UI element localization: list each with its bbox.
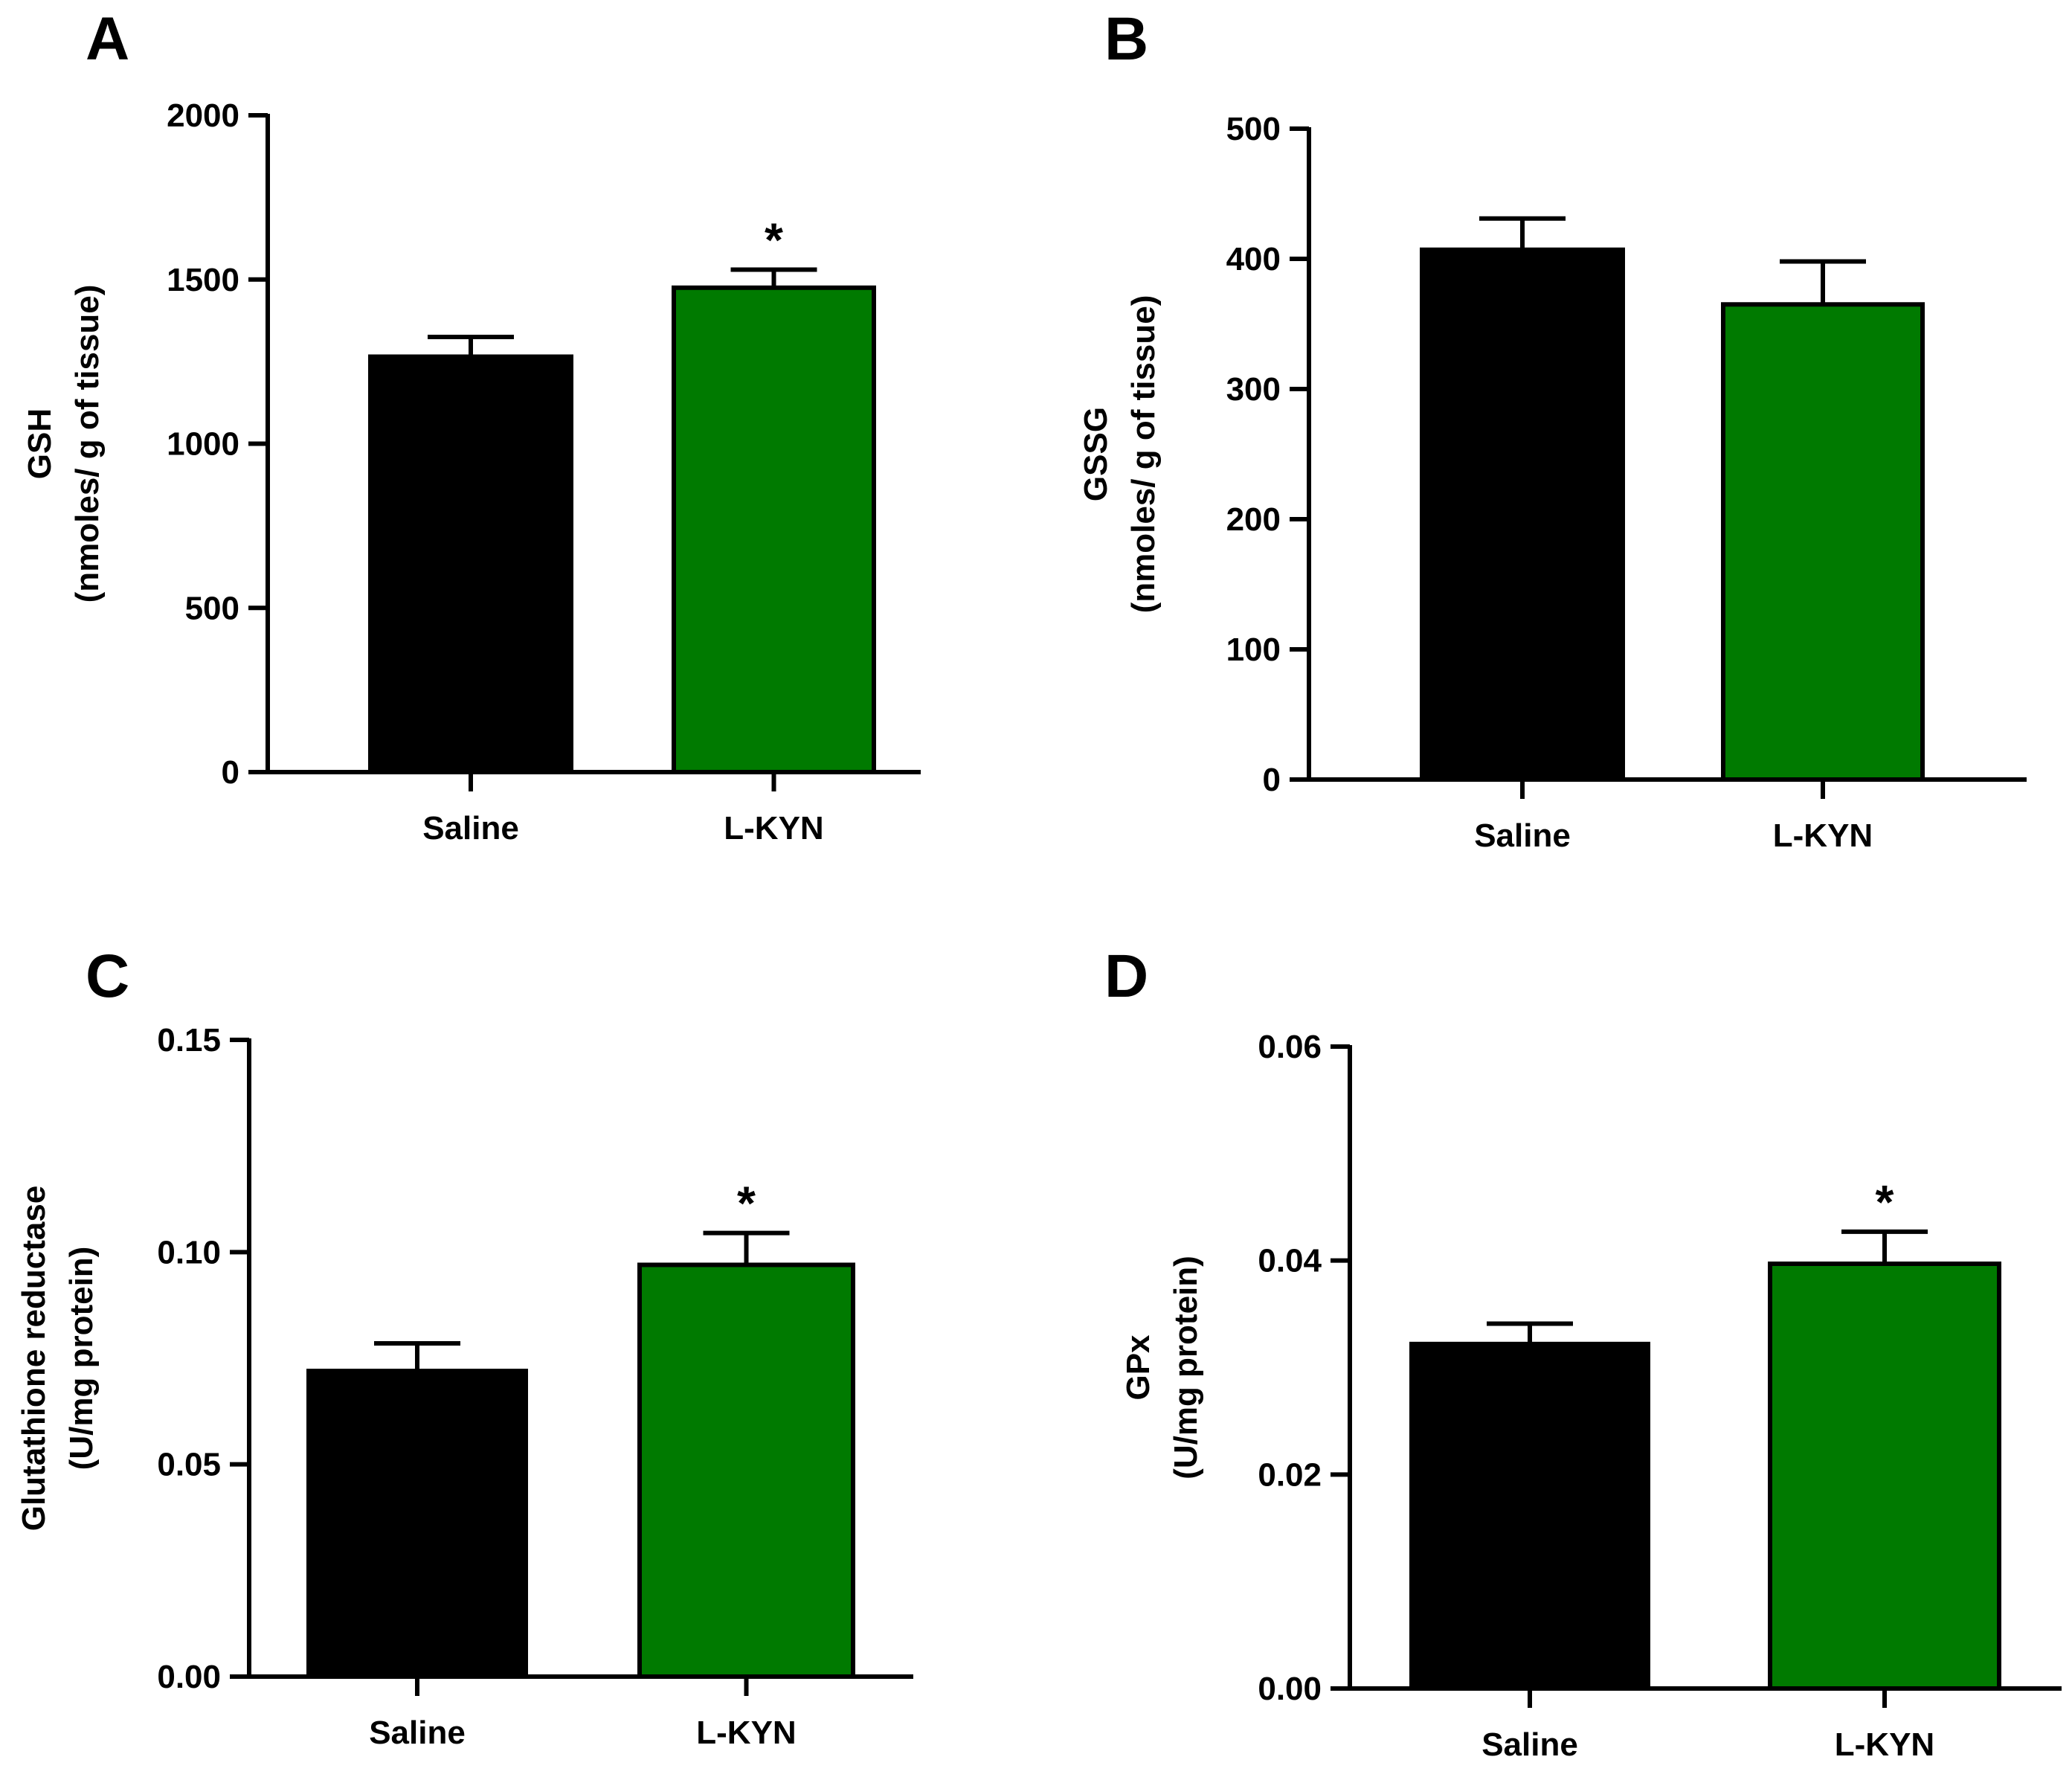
panel-b-category-label-saline: Saline	[1474, 817, 1571, 854]
panel-d-ylabel-line1: GPx	[1120, 1334, 1156, 1401]
panel-c-ytick-label: 0.00	[157, 1659, 221, 1695]
panel-a-ytick-label: 500	[185, 590, 239, 626]
panel-c-category-label-saline: Saline	[369, 1715, 466, 1751]
panel-d-label: D	[1104, 942, 1148, 1010]
panel-b-ylabel-line2: (nmoles/ g of tissue)	[1125, 295, 1162, 614]
panel-b-ytick-label: 400	[1226, 241, 1281, 277]
panel-d-significance-marker: *	[1876, 1175, 1894, 1229]
panel-b-ytick-label: 0	[1263, 762, 1281, 798]
panel-c-ytick-label: 0.10	[157, 1234, 221, 1270]
panel-b-label: B	[1104, 5, 1148, 73]
panel-c-significance-marker: *	[737, 1177, 756, 1230]
panel-c-ylabel-line2: (U/mg protein)	[63, 1247, 100, 1471]
panel-b-ytick-label: 500	[1226, 111, 1281, 147]
panel-a-label: A	[86, 5, 129, 73]
panel-d-ytick-label: 0.00	[1258, 1671, 1322, 1707]
panel-c-bar-l-kyn	[637, 1262, 855, 1680]
panel-a-significance-marker: *	[765, 213, 783, 267]
panel-b-category-label-l-kyn: L-KYN	[1773, 817, 1873, 854]
panel-a-ylabel-line2: (nmoles/ g of tissue)	[69, 285, 106, 603]
panel-d-ytick-label: 0.06	[1258, 1029, 1322, 1065]
panel-b-ytick-label: 200	[1226, 501, 1281, 538]
panel-b-ytick-label: 300	[1226, 371, 1281, 408]
panel-d: D 0.00 0.02 0.04 0.06 GPx (U/mg protein) Saline…	[1104, 942, 2062, 1763]
panel-d-bar-l-kyn	[1768, 1261, 2001, 1691]
panel-a-ylabel-line1: GSH	[22, 408, 58, 479]
panel-c-category-label-l-kyn: L-KYN	[696, 1715, 796, 1751]
panel-a-category-label-l-kyn: L-KYN	[724, 810, 823, 846]
panel-d-ytick-label: 0.02	[1258, 1456, 1322, 1493]
panel-d-ytick-label: 0.04	[1258, 1243, 1322, 1279]
panel-b-ytick-label: 100	[1226, 632, 1281, 668]
panel-b: B 0 100 200 300 400 500 GSSG (nmoles/ g of tissu…	[1078, 5, 2027, 854]
panel-c-bar-saline	[306, 1369, 528, 1679]
panel-a: A 0 500 1000 1500 2000 GSH (nmoles/ g of tissue…	[22, 5, 921, 846]
panel-c: C 0.00 0.05 0.10 0.15 Glutathione reductase (U…	[16, 942, 913, 1751]
panel-d-category-label-saline: Saline	[1481, 1726, 1578, 1763]
panel-c-ylabel-line1: Glutathione reductase	[16, 1186, 52, 1532]
panel-c-ytick-label: 0.15	[157, 1022, 221, 1058]
panel-d-bar-saline	[1409, 1341, 1650, 1691]
panel-a-bar-saline	[368, 354, 573, 774]
panel-b-bar-l-kyn	[1721, 302, 1925, 782]
panel-a-ytick-label: 1000	[167, 426, 239, 463]
panel-a-ytick-label: 1500	[167, 262, 239, 298]
panel-d-ylabel-line2: (U/mg protein)	[1168, 1256, 1204, 1479]
panel-c-label: C	[86, 942, 129, 1010]
panel-a-category-label-saline: Saline	[422, 810, 519, 846]
panel-b-bar-saline	[1420, 247, 1625, 782]
panel-a-ytick-label: 0	[222, 754, 239, 791]
panel-b-ylabel-line1: GSSG	[1078, 407, 1114, 501]
panel-c-ytick-label: 0.05	[157, 1447, 221, 1483]
panel-a-bar-l-kyn	[672, 285, 876, 775]
panel-d-category-label-l-kyn: L-KYN	[1835, 1726, 1934, 1763]
panel-a-ytick-label: 2000	[167, 97, 239, 134]
